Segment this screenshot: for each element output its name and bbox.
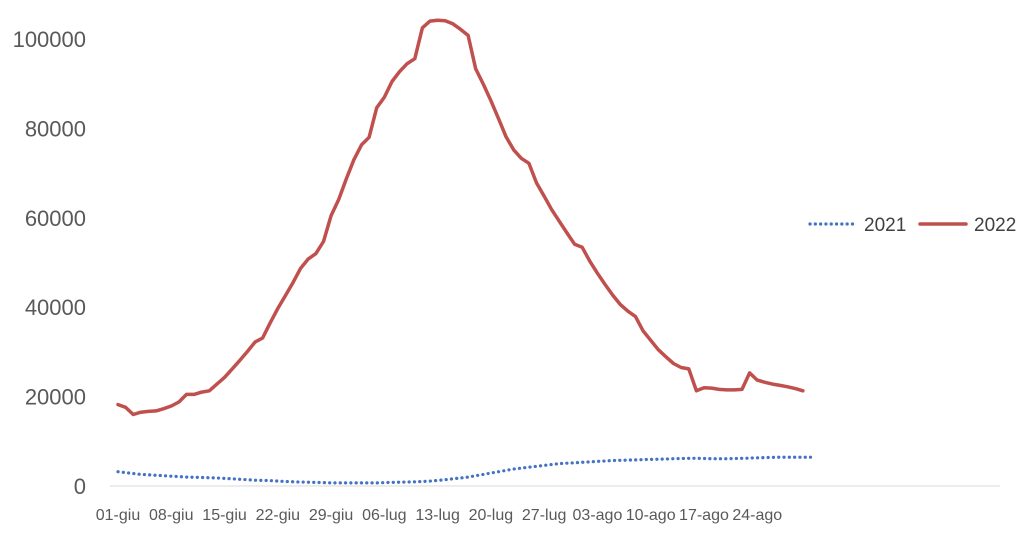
x-tick-label: 20-lug <box>469 507 513 524</box>
y-tick-label: 0 <box>74 474 86 499</box>
legend-label-2021: 2021 <box>864 215 906 236</box>
x-tick-label: 03-ago <box>573 507 623 524</box>
x-tick-label: 01-giu <box>96 507 140 524</box>
x-tick-label: 22-giu <box>256 507 300 524</box>
x-tick-label: 15-giu <box>202 507 246 524</box>
x-tick-label: 06-lug <box>362 507 406 524</box>
y-axis-tick-labels: 0 20000 40000 60000 80000 100000 <box>13 27 86 499</box>
x-tick-label: 10-ago <box>626 507 676 524</box>
series-line-2022 <box>116 18 805 417</box>
series-line-2021 <box>116 455 813 485</box>
y-tick-label: 20000 <box>25 385 86 410</box>
x-tick-label: 27-lug <box>522 507 566 524</box>
x-tick-label: 24-ago <box>732 507 782 524</box>
x-tick-label: 29-giu <box>309 507 353 524</box>
x-tick-label: 08-giu <box>149 507 193 524</box>
series-layer <box>116 18 813 485</box>
legend-label-2022: 2022 <box>974 215 1016 236</box>
x-tick-label: 17-ago <box>679 507 729 524</box>
x-axis-tick-labels: 01-giu 08-giu 15-giu 22-giu 29-giu 06-lug 13-l… <box>96 507 782 524</box>
y-tick-label: 80000 <box>25 116 86 141</box>
y-tick-label: 40000 <box>25 295 86 320</box>
legend: 2021 2022 <box>808 215 1016 236</box>
y-tick-label: 60000 <box>25 206 86 231</box>
y-tick-label: 100000 <box>13 27 86 52</box>
x-tick-label: 13-lug <box>415 507 459 524</box>
